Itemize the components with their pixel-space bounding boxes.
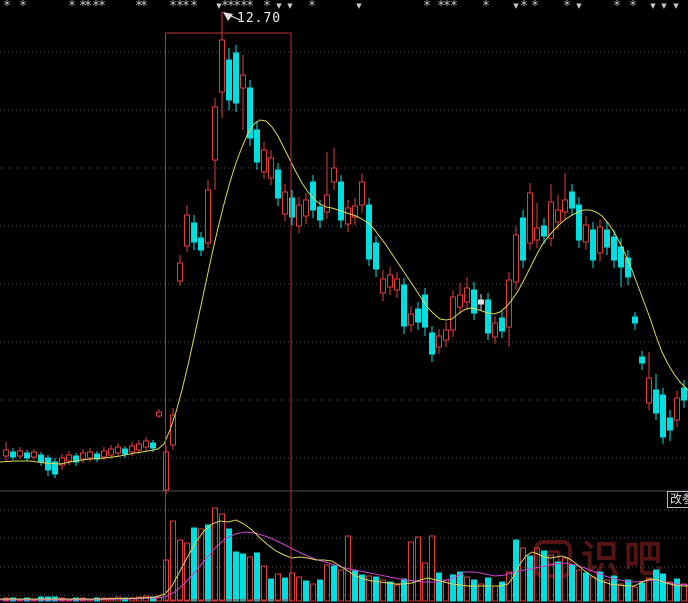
svg-text:*: * <box>85 0 92 14</box>
price-ma-line <box>0 119 688 465</box>
annotation-arrow <box>223 12 241 21</box>
svg-text:*: * <box>309 0 316 14</box>
svg-text:*: * <box>564 0 571 14</box>
gridlines <box>0 51 688 596</box>
svg-text:*: * <box>424 0 431 14</box>
svg-text:*: * <box>438 0 445 14</box>
candles <box>3 12 687 494</box>
svg-text:*: * <box>80 0 87 14</box>
highlight-box <box>165 32 292 601</box>
svg-text:*: * <box>141 0 148 14</box>
indicator-label-box[interactable]: 改参 <box>667 491 688 508</box>
svg-text:*: * <box>222 0 229 14</box>
svg-text:▼: ▼ <box>576 2 582 10</box>
volume-ma-lines <box>0 519 688 601</box>
svg-text:*: * <box>451 0 458 14</box>
svg-text:*: * <box>177 0 184 14</box>
svg-text:*: * <box>183 0 190 14</box>
svg-text:*: * <box>69 0 76 14</box>
svg-text:*: * <box>532 0 539 14</box>
svg-text:▼: ▼ <box>287 2 293 10</box>
svg-text:*: * <box>93 0 100 14</box>
svg-text:*: * <box>444 0 451 14</box>
svg-text:*: * <box>630 0 637 14</box>
indicator-label-clipped-text: 参 <box>682 492 688 506</box>
event-markers: * * * ** * * ** * * * * ▼ * * * * * * ▼ ▼ * ▼ * * * * * ▼ * * * ▼ * * ▼ ▼ ▼ <box>4 0 680 14</box>
svg-text:*: * <box>136 0 143 14</box>
svg-text:▼: ▼ <box>513 2 519 10</box>
price-annotation: 12.70 <box>237 11 282 26</box>
svg-text:▼: ▼ <box>276 2 282 10</box>
svg-text:*: * <box>20 0 27 14</box>
svg-text:*: * <box>614 0 621 14</box>
svg-text:*: * <box>247 0 254 14</box>
svg-text:*: * <box>191 0 198 14</box>
svg-text:*: * <box>228 0 235 14</box>
svg-text:*: * <box>99 0 106 14</box>
svg-text:▼: ▼ <box>661 2 667 10</box>
svg-text:*: * <box>170 0 177 14</box>
svg-text:*: * <box>234 0 241 14</box>
svg-text:*: * <box>4 0 11 14</box>
svg-text:*: * <box>264 0 271 14</box>
svg-text:▼: ▼ <box>650 2 656 10</box>
svg-text:▼: ▼ <box>673 2 679 10</box>
svg-text:*: * <box>241 0 248 14</box>
indicator-label-text: 改 <box>670 492 683 506</box>
svg-text:*: * <box>483 0 490 14</box>
svg-text:*: * <box>521 0 528 14</box>
volume-bars <box>3 507 687 602</box>
svg-text:▼: ▼ <box>356 2 362 10</box>
svg-text:▼: ▼ <box>216 2 222 10</box>
